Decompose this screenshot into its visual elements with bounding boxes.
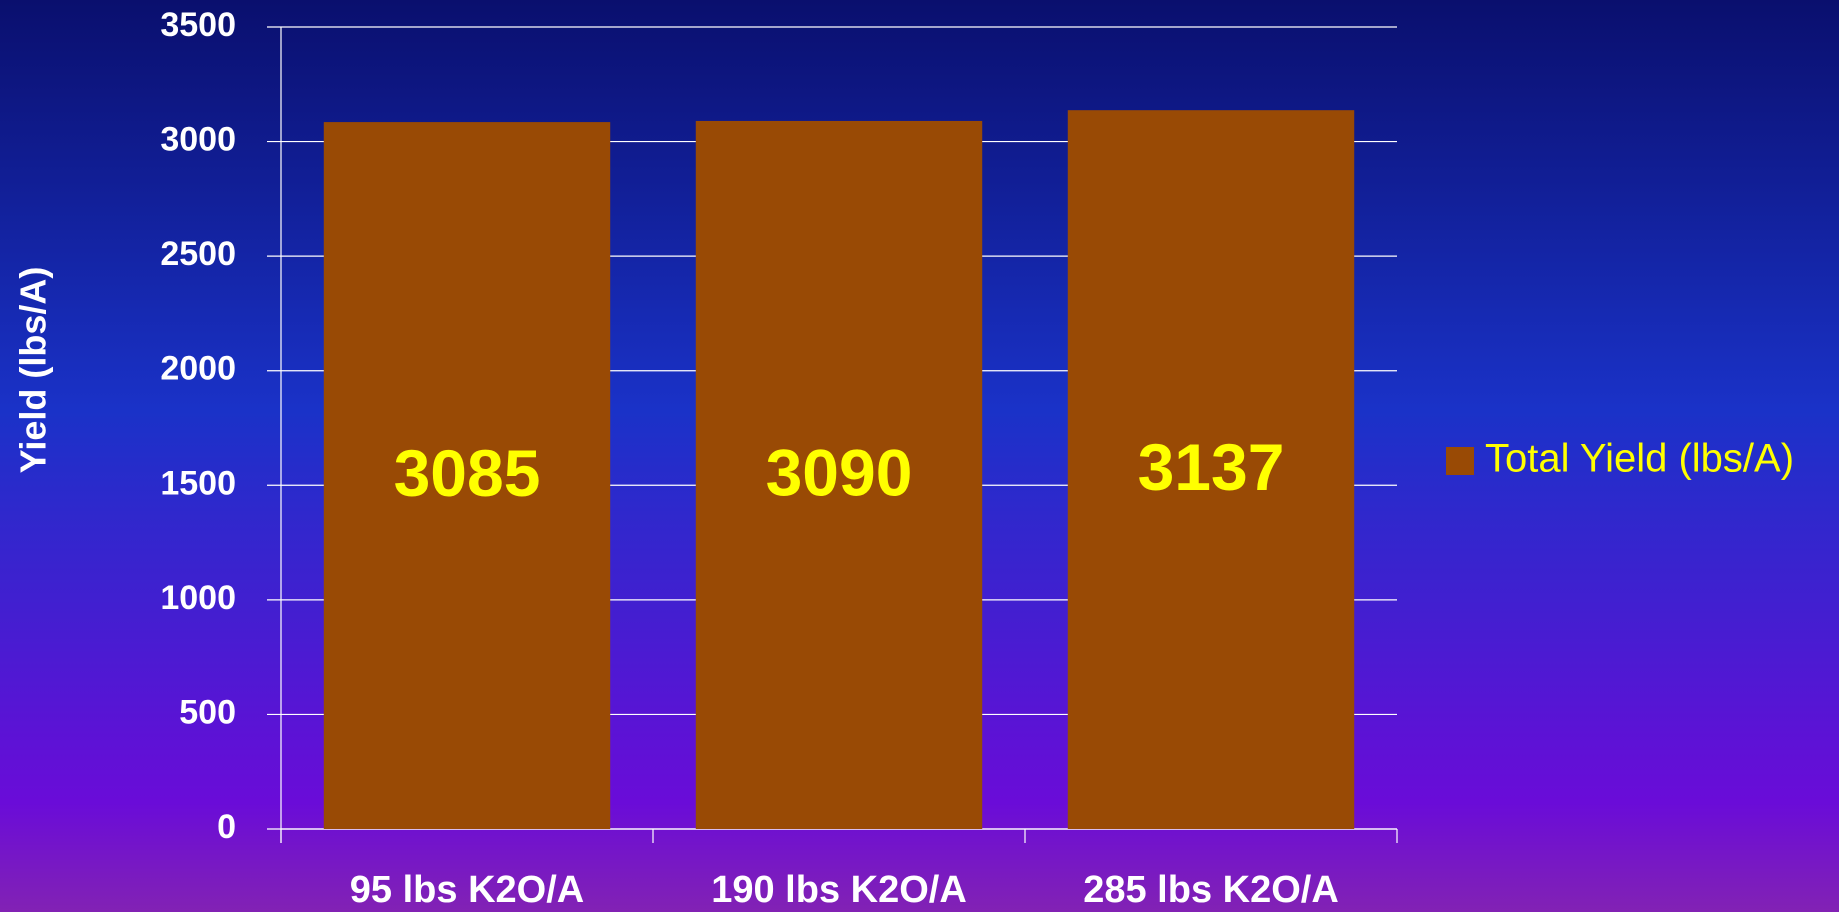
bar: [323, 122, 611, 829]
y-tick-label: 1500: [160, 464, 236, 502]
y-tick-label: 0: [217, 808, 236, 846]
bar: [695, 120, 983, 830]
x-tick-label: 285 lbs K2O/A: [1083, 869, 1339, 911]
y-tick-label: 2000: [160, 350, 236, 388]
x-tick-label: 190 lbs K2O/A: [711, 869, 967, 911]
y-tick-label: 2500: [160, 235, 236, 273]
y-tick-label: 500: [179, 693, 236, 731]
data-label: 3090: [766, 435, 913, 509]
y-tick-label: 3500: [160, 6, 236, 44]
bar: [1067, 110, 1355, 830]
x-tick-label: 95 lbs K2O/A: [350, 869, 584, 911]
y-tick-label: 3000: [160, 121, 236, 159]
y-tick-label: 1000: [160, 579, 236, 617]
data-label: 3137: [1138, 430, 1285, 504]
legend-swatch: [1446, 447, 1474, 475]
y-axis-label: Yield (lbs/A): [13, 267, 54, 474]
data-label: 3085: [394, 436, 541, 510]
legend-label: Total Yield (lbs/A): [1485, 437, 1794, 481]
